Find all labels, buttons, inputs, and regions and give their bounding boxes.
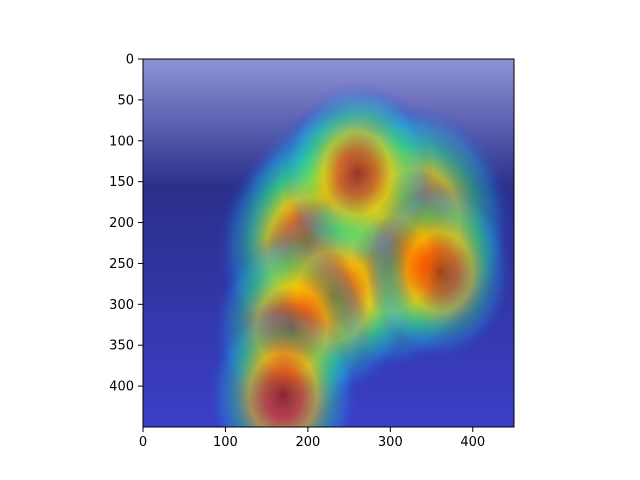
- x-tick-label: 300: [378, 435, 403, 450]
- y-tick-label: 400: [109, 380, 134, 395]
- y-tick-label: 100: [109, 134, 134, 149]
- y-tick-label: 300: [109, 298, 134, 313]
- y-tick-label: 350: [109, 339, 134, 354]
- heat-spot: [207, 301, 359, 427]
- y-axis: 0 50 100 150 200 250 300 350 400: [109, 53, 143, 395]
- x-axis: 0 100 200 300 400: [139, 427, 485, 450]
- plot-area: [143, 59, 514, 427]
- plot-frame: [142, 58, 515, 428]
- y-tick-label: 50: [117, 93, 134, 108]
- y-tick-label: 250: [109, 257, 134, 272]
- x-tick-label: 0: [139, 435, 147, 450]
- y-tick-label: 150: [109, 175, 134, 190]
- x-tick-label: 400: [460, 435, 485, 450]
- y-tick-label: 200: [109, 216, 134, 231]
- hotspot-layer: [207, 80, 513, 427]
- heat-spot: [367, 182, 513, 361]
- x-tick-label: 200: [295, 435, 320, 450]
- y-tick-label: 0: [126, 53, 134, 68]
- x-tick-label: 100: [213, 435, 238, 450]
